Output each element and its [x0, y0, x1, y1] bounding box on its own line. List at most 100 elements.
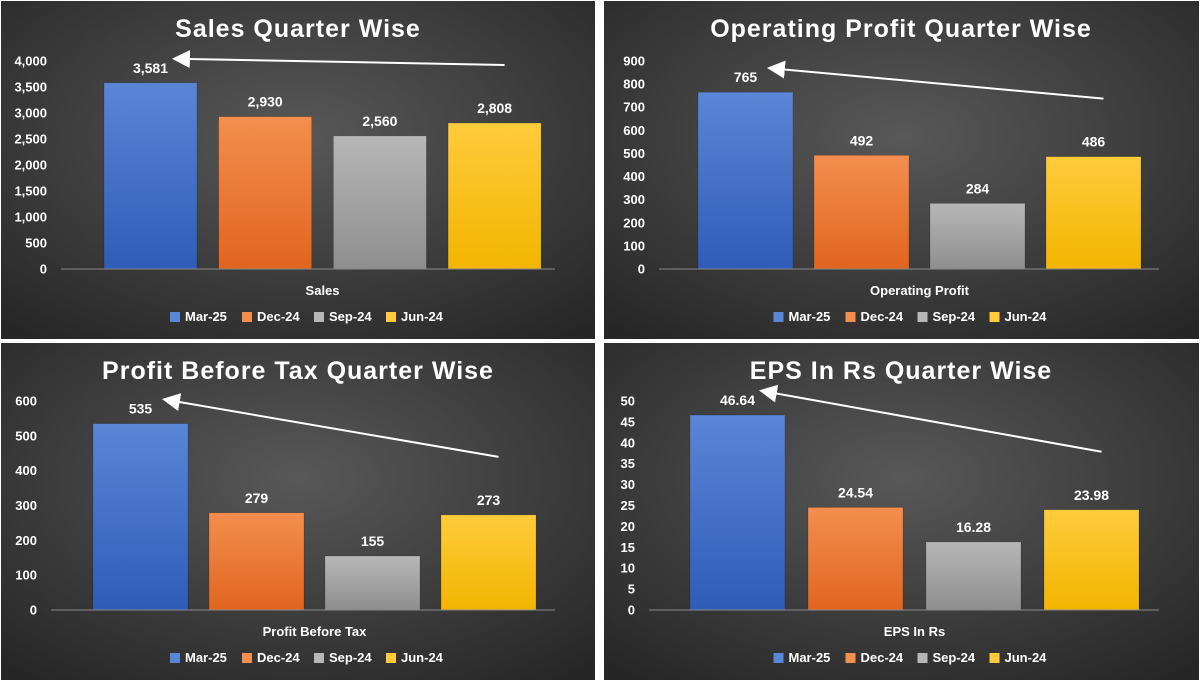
y-tick-label: 50 — [621, 394, 635, 409]
y-tick-label: 0 — [30, 603, 37, 618]
data-label: 46.64 — [720, 392, 755, 408]
data-label: 2,930 — [248, 94, 283, 110]
legend-label: Mar-25 — [185, 309, 227, 324]
legend-swatch — [170, 312, 180, 322]
y-tick-label: 100 — [15, 568, 37, 583]
data-label: 492 — [850, 132, 874, 148]
legend-label: Jun-24 — [401, 650, 444, 665]
data-label: 273 — [477, 492, 501, 508]
legend-swatch — [773, 653, 784, 663]
chart-title: Sales Quarter Wise — [175, 15, 421, 43]
y-tick-label: 500 — [15, 428, 37, 443]
bar-dec-24 — [218, 116, 312, 270]
legend-label: Dec-24 — [257, 309, 300, 324]
chart-title: EPS In Rs Quarter Wise — [750, 357, 1052, 385]
y-tick-label: 1,500 — [14, 184, 47, 199]
legend-label: Dec-24 — [861, 309, 904, 324]
bar-sep-24 — [925, 541, 1022, 611]
y-tick-label: 700 — [623, 100, 645, 115]
y-tick-label: 200 — [15, 533, 37, 548]
data-label: 486 — [1082, 134, 1106, 150]
x-axis-label: Operating Profit — [870, 283, 970, 298]
y-tick-label: 0 — [40, 262, 47, 277]
legend-label: Jun-24 — [1005, 309, 1048, 324]
eps-chart: EPS In Rs Quarter Wise 0 5 10 15 20 25 30 35 40 45… — [604, 343, 1199, 680]
y-tick-label: 3,500 — [14, 80, 47, 95]
y-tick-label: 200 — [623, 215, 645, 230]
y-tick-label: 400 — [623, 169, 645, 184]
legend-label: Mar-25 — [789, 309, 831, 324]
bar-dec-24 — [813, 154, 910, 270]
y-tick-label: 100 — [623, 238, 645, 253]
data-label: 3,581 — [133, 60, 168, 76]
legend-swatch — [773, 312, 784, 322]
data-label: 535 — [129, 401, 153, 417]
data-label: 2,560 — [362, 113, 397, 129]
bar-dec-24 — [208, 512, 305, 611]
bar-dec-24 — [807, 507, 904, 611]
bar-mar-25 — [92, 423, 189, 611]
legend-label: Dec-24 — [861, 650, 904, 665]
y-tick-label: 300 — [623, 192, 645, 207]
legend-swatch — [314, 312, 324, 322]
y-tick-label: 30 — [621, 477, 635, 492]
legend-swatch — [242, 653, 252, 663]
operating-profit-chart: Operating Profit Quarter Wise 0 100 200 300 4… — [604, 1, 1199, 339]
legend-swatch — [386, 653, 396, 663]
y-tick-label: 800 — [623, 77, 645, 92]
y-tick-label: 25 — [621, 498, 635, 513]
y-tick-label: 1,000 — [14, 210, 47, 225]
profit-before-tax-chart: Profit Before Tax Quarter Wise 0 100 200 300… — [1, 343, 595, 680]
y-tick-label: 500 — [623, 146, 645, 161]
y-tick-label: 500 — [25, 236, 47, 251]
operating-profit-chart-panel: Operating Profit Quarter Wise 0 100 200 300 4… — [604, 1, 1199, 339]
x-axis-label: EPS In Rs — [884, 624, 945, 639]
eps-chart-panel: EPS In Rs Quarter Wise 0 5 10 15 20 25 30 35 40 45… — [604, 343, 1199, 680]
bar-mar-25 — [689, 414, 786, 611]
legend-label: Mar-25 — [789, 650, 831, 665]
legend-swatch — [386, 312, 396, 322]
bar-mar-25 — [697, 91, 794, 270]
bar-jun-24 — [447, 122, 542, 270]
bar-sep-24 — [333, 135, 427, 270]
bar-sep-24 — [929, 203, 1026, 270]
data-label: 2,808 — [477, 100, 512, 116]
chart-title: Profit Before Tax Quarter Wise — [102, 357, 494, 385]
data-label: 155 — [361, 533, 385, 549]
legend-swatch — [242, 312, 252, 322]
y-tick-label: 5 — [628, 582, 635, 597]
y-tick-label: 0 — [628, 603, 635, 618]
data-label: 23.98 — [1074, 487, 1109, 503]
legend-swatch — [845, 312, 856, 322]
bar-mar-25 — [103, 82, 198, 270]
data-label: 279 — [245, 490, 269, 506]
legend-label: Jun-24 — [401, 309, 444, 324]
legend-swatch — [917, 312, 928, 322]
bar-sep-24 — [324, 555, 421, 611]
data-label: 16.28 — [956, 519, 991, 535]
y-tick-label: 600 — [623, 123, 645, 138]
y-tick-label: 10 — [621, 561, 635, 576]
x-axis-label: Sales — [306, 283, 340, 298]
y-tick-label: 35 — [621, 456, 635, 471]
y-tick-label: 3,000 — [14, 106, 47, 121]
profit-before-tax-chart-panel: Profit Before Tax Quarter Wise 0 100 200 300… — [1, 343, 595, 680]
legend-label: Sep-24 — [329, 650, 372, 665]
y-tick-label: 600 — [15, 394, 37, 409]
data-label: 765 — [734, 69, 758, 85]
y-tick-label: 0 — [638, 262, 645, 277]
legend-swatch — [170, 653, 180, 663]
legend-swatch — [845, 653, 856, 663]
legend-swatch — [989, 653, 1000, 663]
y-tick-label: 40 — [621, 435, 635, 450]
data-label: 284 — [966, 180, 990, 196]
chart-title: Operating Profit Quarter Wise — [710, 15, 1092, 43]
legend-label: Dec-24 — [257, 650, 300, 665]
y-tick-label: 2,500 — [14, 132, 47, 147]
bar-jun-24 — [1045, 156, 1142, 270]
y-tick-label: 300 — [15, 498, 37, 513]
x-axis-label: Profit Before Tax — [263, 624, 368, 639]
legend-label: Sep-24 — [933, 309, 976, 324]
sales-chart-panel: Sales Quarter Wise 0 500 1,000 1,500 2,000 2,5… — [1, 1, 595, 339]
